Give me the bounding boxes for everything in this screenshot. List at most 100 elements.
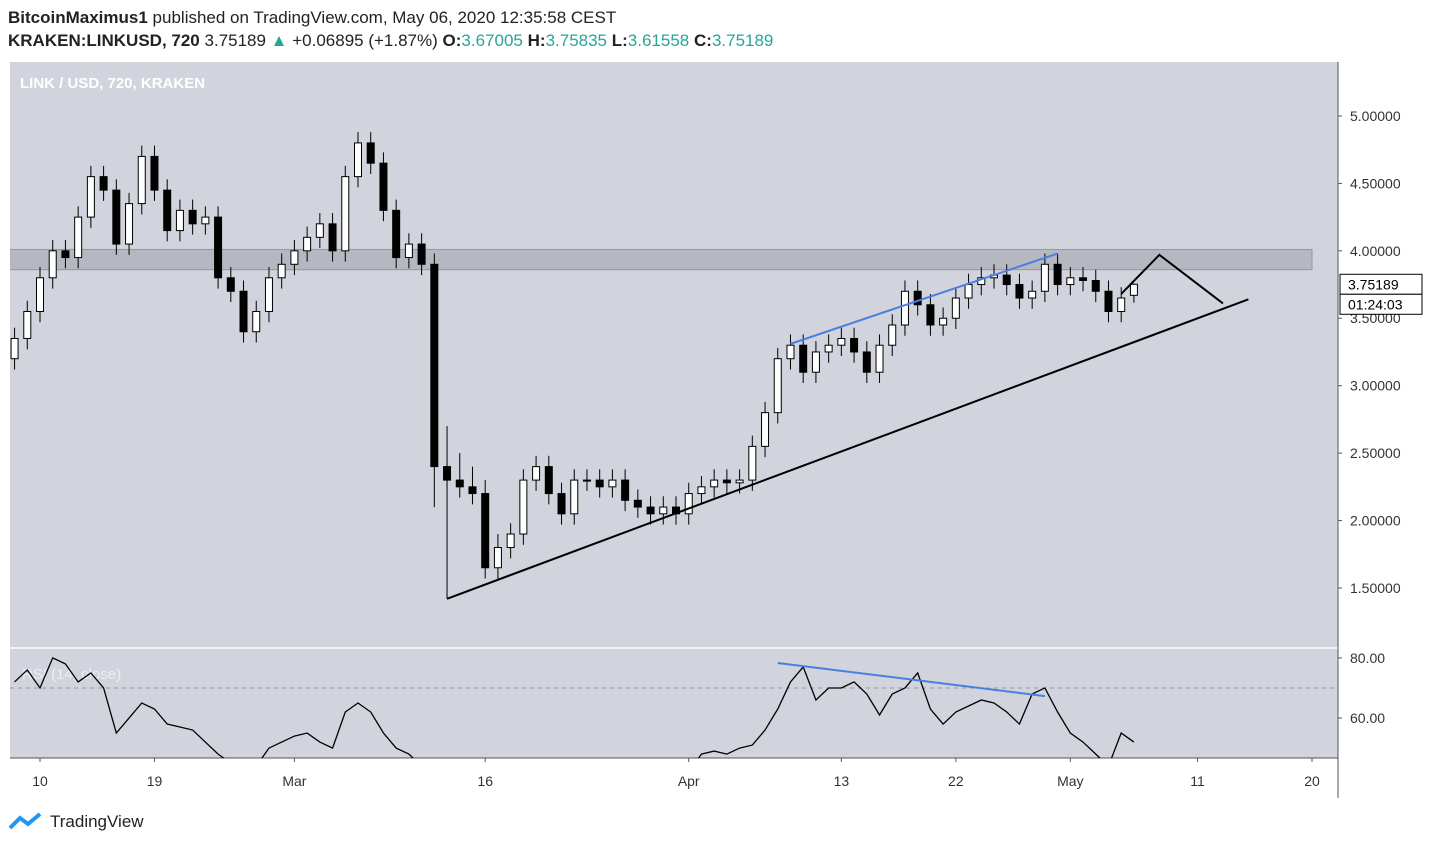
x-tick-label: Mar [282, 773, 306, 789]
footer: TradingView [8, 812, 144, 832]
candle-body [99, 176, 108, 191]
x-tick-label: 20 [1304, 773, 1320, 789]
candle-body [646, 506, 655, 515]
candle-body [315, 223, 324, 238]
symbol: KRAKEN:LINKUSD, 720 [8, 31, 200, 50]
candle-body [964, 284, 973, 299]
candle-body [1028, 290, 1037, 299]
x-tick-label: 22 [948, 773, 964, 789]
y-tick-label: 4.50000 [1350, 175, 1401, 191]
plot-bg [10, 62, 1338, 758]
candle-body [61, 250, 70, 259]
candle-body [1079, 277, 1088, 281]
candle-body [36, 277, 44, 313]
price: 3.75189 [204, 31, 266, 50]
rsi-line [14, 657, 1135, 758]
candle-body [226, 277, 235, 292]
candle-body [621, 479, 630, 501]
candle-body [214, 216, 223, 279]
candle-body [468, 486, 477, 495]
candle-body [10, 337, 19, 360]
candle-body [519, 479, 528, 535]
candle-body [239, 290, 248, 333]
candle-body [277, 263, 286, 279]
l-label: L: [611, 31, 628, 50]
candle-body [481, 493, 490, 569]
chart: LINK / USD, 720, KRAKEN RSI (14, close) … [10, 62, 1423, 798]
l: 3.61558 [627, 31, 690, 50]
y-tick-label: 3.00000 [1350, 378, 1401, 394]
candle-body [722, 479, 731, 484]
y-tick-label: 2.50000 [1350, 445, 1401, 461]
header: BitcoinMaximus1 published on TradingView… [8, 6, 773, 52]
candle-body [748, 445, 757, 481]
candle-body [1002, 274, 1011, 286]
rsi-title: RSI (14, close) [22, 666, 121, 683]
candle-body [710, 479, 719, 488]
candle-body [697, 486, 706, 495]
candle-body [824, 344, 833, 353]
y-tick-label: 4.00000 [1350, 243, 1401, 259]
candle-body [939, 317, 948, 326]
candle-body [633, 499, 642, 508]
candle-body [837, 337, 846, 346]
candle-body [786, 344, 795, 360]
candle-body [951, 297, 960, 319]
h: 3.75835 [545, 31, 608, 50]
candle-body [417, 243, 426, 265]
quote-line: KRAKEN:LINKUSD, 720 3.75189 ▲ +0.06895 (… [8, 29, 773, 52]
candle-body [392, 209, 401, 259]
candle-body [735, 479, 744, 484]
o-label: O: [442, 31, 462, 50]
y-tick-label: 2.00000 [1350, 513, 1401, 529]
x-tick-label: May [1057, 773, 1083, 789]
candle-body [303, 236, 312, 252]
x-tick-label: 11 [1190, 773, 1205, 789]
candle-body [366, 142, 375, 164]
y-tick-label: 1.50000 [1350, 580, 1401, 596]
candle-body [1117, 297, 1126, 313]
candle-body [544, 466, 553, 495]
candle-body [290, 250, 299, 265]
author: BitcoinMaximus1 [8, 8, 148, 27]
y-tick-label: 5.00000 [1350, 108, 1401, 124]
candle-body [582, 479, 591, 482]
candle-body [761, 412, 770, 447]
x-tick-label: Apr [678, 773, 700, 789]
candle-body [354, 142, 362, 178]
resistance-zone [10, 248, 1313, 271]
candle-body [570, 479, 579, 515]
candle-body [1015, 284, 1024, 299]
candle-body [875, 344, 884, 373]
x-tick-label: 19 [147, 773, 163, 789]
candle-body [264, 277, 273, 313]
candle-body [188, 209, 197, 225]
y-tick-label: 60.00 [1350, 710, 1385, 726]
candle-body [86, 176, 95, 218]
candle-body [48, 250, 57, 279]
countdown-box [1339, 293, 1423, 315]
candle-body [850, 337, 859, 353]
o: 3.67005 [461, 31, 523, 50]
candle-body [532, 466, 541, 481]
logo [8, 812, 42, 830]
candle-body [125, 203, 134, 245]
arrow: ▲ [270, 31, 288, 50]
change: +0.06895 (+1.87%) [292, 31, 438, 50]
candle-body [112, 189, 121, 245]
candle-body [684, 493, 693, 515]
chart-title: LINK / USD, 720, KRAKEN [20, 75, 205, 92]
candle-body [23, 311, 32, 339]
h-label: H: [527, 31, 546, 50]
candle-body [455, 479, 464, 488]
candle-body [163, 189, 172, 232]
divergence-line [777, 662, 1046, 698]
y-tick-label: 80.00 [1350, 650, 1385, 666]
trend-line [1120, 253, 1224, 305]
candle-body [862, 351, 871, 373]
candle-body [913, 290, 922, 306]
last-price-label: 3.75189 [1348, 276, 1399, 292]
candle-body [150, 155, 159, 191]
trend-line [446, 298, 1249, 600]
